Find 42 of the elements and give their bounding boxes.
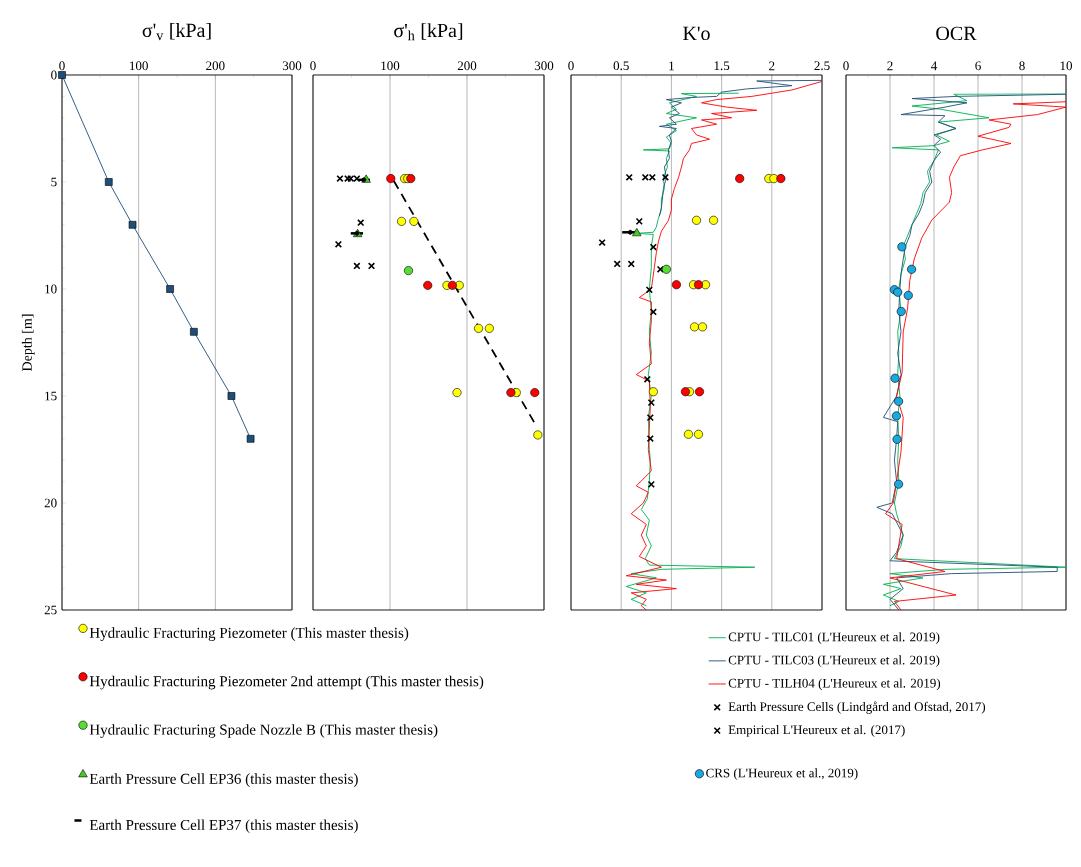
legend-label: Empirical L'Heureux et al. (2017) <box>728 725 905 737</box>
x-tick-label: 8 <box>1019 61 1025 71</box>
x-tick-label: 100 <box>130 61 148 71</box>
x-tick-label: 300 <box>534 61 554 71</box>
legend-label: Earth Pressure Cell EP37 (this master thesis) <box>89 819 358 834</box>
legend-label: Hydraulic Fracturing Piezometer 2nd attempt (This master thesis) <box>89 675 484 690</box>
legend-label: CPTU - TILC01 (L'Heureux et al. 2019) <box>728 632 940 644</box>
y-tick-label: 5 <box>51 177 57 187</box>
x-tick-label: 2 <box>887 61 893 71</box>
x-tick-label: 200 <box>457 61 477 71</box>
y-tick-label: 0 <box>51 70 57 80</box>
legend-label: Hydraulic Fracturing Piezometer (This master thesis) <box>89 627 409 641</box>
chart-title: σ'$_{v}$ [kPa] <box>142 23 211 41</box>
x-tick-label: 4 <box>931 61 938 71</box>
x-tick-label: 1.5 <box>714 61 730 71</box>
legend-label: Earth Pressure Cells (Lindgård and Ofstad, 2017) <box>728 701 986 714</box>
y-tick-label: 25 <box>44 605 57 615</box>
x-tick-label: 0 <box>843 61 849 71</box>
x-tick-label: 6 <box>975 61 981 71</box>
legend-label: CPTU - TILH04 (L'Heureux et al. 2019) <box>728 678 941 691</box>
y-tick-label: 20 <box>44 498 57 508</box>
chart-title: K'o <box>683 26 710 41</box>
legend-label: Hydraulic Fracturing Spade Nozzle B (This master thesis) <box>89 724 438 738</box>
x-tick-label: 2 <box>769 61 775 71</box>
x-tick-label: 0 <box>568 61 574 71</box>
y-axis-title: Depth [m] <box>21 314 35 372</box>
x-tick-label: 300 <box>282 61 302 71</box>
x-tick-label: 0.5 <box>613 61 629 71</box>
x-tick-label: 0 <box>310 61 316 71</box>
legend-label: Earth Pressure Cell EP36 (this master thesis) <box>89 773 358 787</box>
x-tick-label: 100 <box>381 61 400 71</box>
x-tick-label: 1 <box>669 61 674 71</box>
x-tick-label: 0 <box>59 61 65 71</box>
y-tick-label: 15 <box>45 391 57 401</box>
x-tick-label: 200 <box>206 61 225 71</box>
chart-title: OCR <box>936 26 977 41</box>
x-tick-label: 2.5 <box>814 61 830 71</box>
legend-label: CPTU - TILC03 (L'Heureux et al. 2019) <box>728 655 940 668</box>
legend-label: CRS (L'Heureux et al., 2019) <box>706 768 858 781</box>
x-tick-label: 10 <box>1060 61 1073 71</box>
chart-title: σ'$_{h}$ [kPa] <box>394 23 463 41</box>
y-tick-label: 10 <box>45 284 57 294</box>
